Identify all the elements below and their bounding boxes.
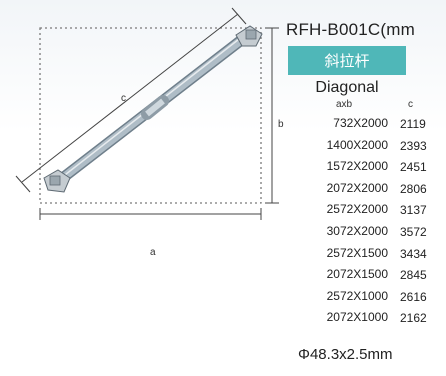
table-row: 2572X1500 3434 [272,242,446,264]
cell-axb: 2072X1500 [326,267,388,282]
table-row: 1400X2000 2393 [272,134,446,156]
dimension-b [265,27,279,204]
diagonal-tube [54,32,250,186]
cell-c: 2845 [400,268,427,283]
cell-axb: 2572X1000 [326,288,388,303]
cell-c: 3137 [400,203,427,218]
cell-axb: 2572X1500 [326,245,388,260]
brace-end-fitting-top [235,25,263,47]
cell-c: 2393 [400,138,427,153]
cell-c: 2119 [400,117,426,131]
cell-c: 3434 [400,246,427,261]
table-row: 2072X2000 2806 [272,177,446,199]
dimension-a [39,208,262,220]
cell-c: 2162 [400,311,427,326]
dimension-a-label: a [150,247,156,258]
table-row: 2572X1000 2616 [272,285,446,307]
pipe-spec: Φ48.3x2.5mm [298,346,393,363]
size-table: 732X2000 2119 1400X2000 2393 1572X2000 2… [272,112,446,328]
cell-axb: 2572X2000 [326,202,388,217]
table-row: 1572X2000 2451 [272,155,446,177]
frame-outline [39,27,262,204]
table-row: 3072X2000 3572 [272,220,446,242]
table-row: 2072X1000 2162 [272,306,446,328]
cell-axb: 1400X2000 [326,137,388,152]
english-name: Diagonal [315,79,379,96]
model-number: RFH-B001C(mm [286,20,415,39]
cell-axb: 2072X1000 [326,310,388,325]
dimension-c [15,7,247,193]
table-row: 2572X2000 3137 [272,198,446,220]
column-header-axb: axb [336,99,353,110]
table-row: 2072X1500 2845 [272,263,446,285]
dimension-b-label: b [278,119,284,130]
dimension-c-label: c [121,93,126,104]
cell-axb: 3072X2000 [326,223,388,238]
table-row: 732X2000 2119 [272,112,446,134]
cell-c: 2806 [400,181,427,196]
cell-axb: 2072X2000 [326,180,388,195]
chinese-name: 斜拉杆 [324,52,370,70]
cell-axb: 732X2000 [333,116,388,130]
cell-c: 2451 [400,160,427,175]
cell-axb: 1572X2000 [326,159,388,174]
cell-c: 2616 [400,289,427,304]
column-header-c: c [408,99,413,110]
chinese-name-banner: 斜拉杆 [288,46,406,75]
cell-c: 3572 [400,224,427,239]
brace-end-fitting-bottom [43,169,71,193]
